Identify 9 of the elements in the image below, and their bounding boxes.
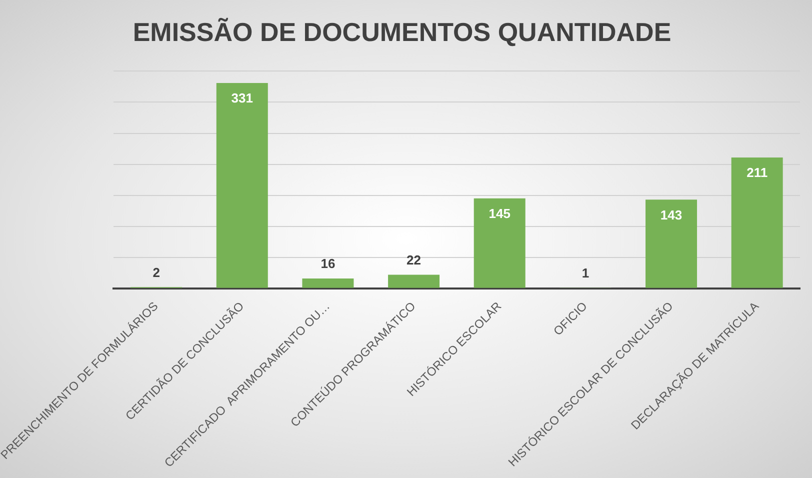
chart-title: EMISSÃO DE DOCUMENTOS QUANTIDADE [132, 16, 672, 47]
data-label: 22 [406, 252, 422, 268]
data-label: 2 [152, 264, 160, 280]
data-label: 1 [582, 265, 590, 280]
data-label: 211 [746, 165, 768, 180]
data-label: 16 [320, 256, 336, 272]
data-label: 145 [488, 206, 510, 222]
data-label: 143 [660, 207, 682, 222]
data-label: 331 [231, 90, 253, 106]
